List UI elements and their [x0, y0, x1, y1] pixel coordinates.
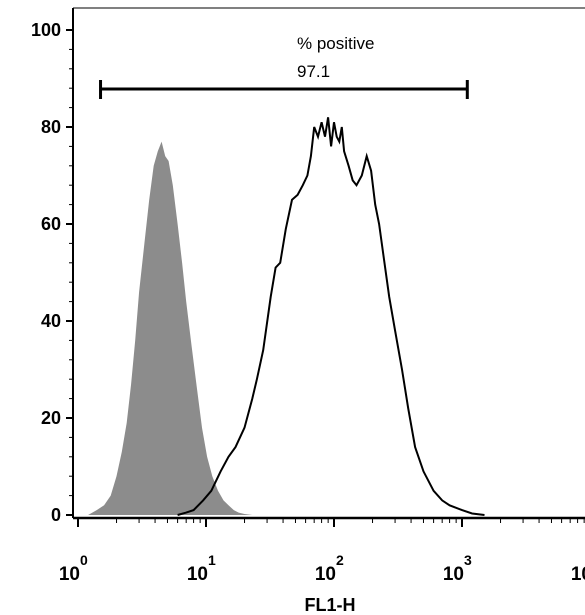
x-tick-exp-1: 1 — [208, 552, 216, 568]
y-tick-label-20: 20 — [41, 408, 61, 428]
annotation-value: 97.1 — [297, 62, 330, 81]
x-tick-exp-3: 3 — [464, 552, 472, 568]
series-1-area — [88, 141, 253, 515]
y-tick-label-40: 40 — [41, 311, 61, 331]
x-tick-label-2: 10 — [315, 564, 336, 585]
x-tick-label-0: 10 — [59, 564, 80, 585]
series-layer — [88, 117, 485, 516]
x-tick-exp-2: 2 — [336, 552, 344, 568]
annotation: % positive 97.1 — [99, 34, 469, 99]
x-axis-label: FL1-H — [305, 595, 356, 615]
y-tick-label-60: 60 — [41, 214, 61, 234]
series-2-line — [177, 117, 485, 516]
axes-layer — [66, 29, 585, 527]
x-tick-label-3: 10 — [443, 564, 464, 585]
x-tick-label-4: 10 — [571, 564, 585, 585]
y-tick-label-0: 0 — [51, 505, 61, 525]
labels-layer: 020406080100100101102103104 — [31, 20, 585, 585]
x-tick-exp-0: 0 — [80, 552, 88, 568]
y-tick-label-80: 80 — [41, 117, 61, 137]
y-tick-label-100: 100 — [31, 20, 61, 40]
annotation-label: % positive — [297, 34, 374, 53]
x-tick-label-1: 10 — [187, 564, 208, 585]
